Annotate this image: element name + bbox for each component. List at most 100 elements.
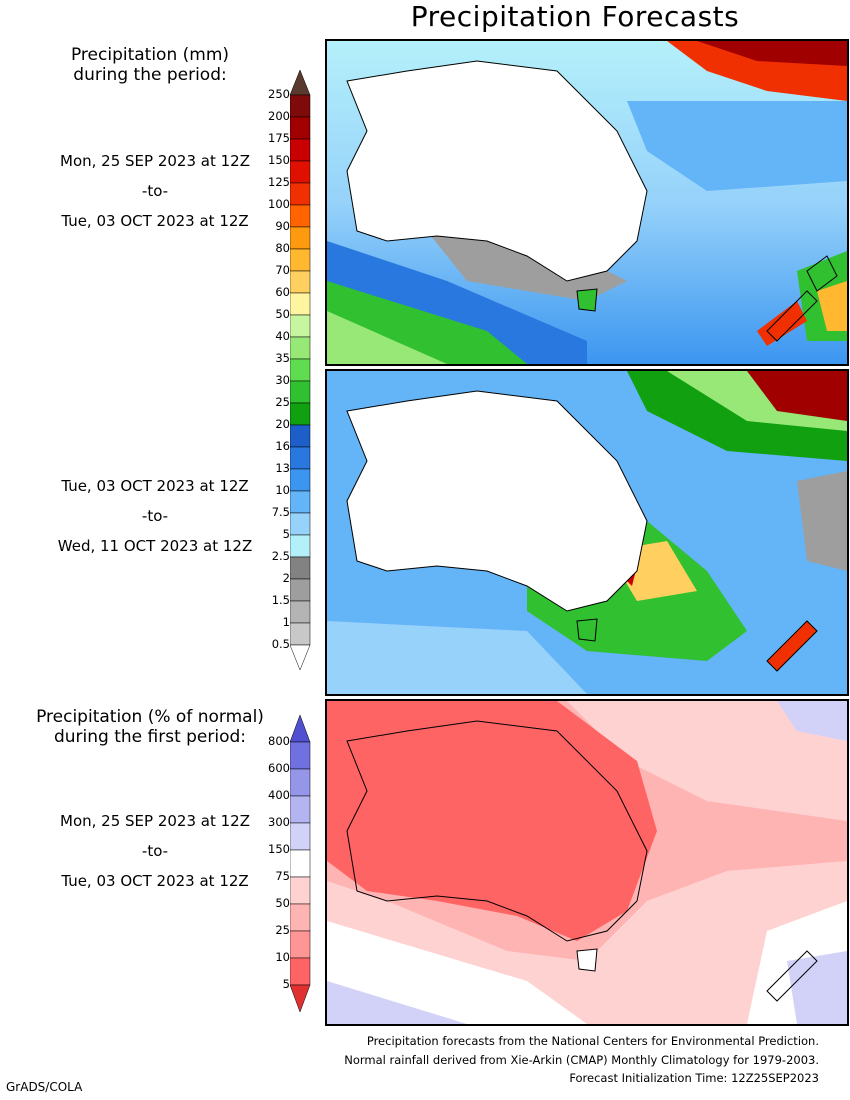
mm-scale-label: 125: [268, 175, 290, 189]
colorbar-segment: [290, 182, 311, 206]
mm-scale-label: 70: [275, 263, 290, 277]
colorbar-segment: [290, 849, 311, 878]
colorbar-segment: [290, 490, 311, 514]
page-title: Precipitation Forecasts: [410, 0, 740, 33]
mm-scale-label: 10: [275, 483, 290, 497]
map-percent-normal: [325, 699, 849, 1026]
map-period2: [325, 369, 849, 696]
colorbar-segment: [290, 534, 311, 558]
mm-scale-label: 40: [275, 329, 290, 343]
map-period1: [325, 39, 849, 366]
colorbar-segment: [290, 226, 311, 250]
mm-scale-label: 2: [282, 571, 290, 585]
footer-line-3: Forecast Initialization Time: 12Z25SEP20…: [569, 1071, 819, 1085]
footer-line-2: Normal rainfall derived from Xie-Arkin (…: [344, 1052, 819, 1067]
mm-scale-label: 35: [275, 351, 290, 365]
mm-scale-label: 1: [282, 615, 290, 629]
colorbar-segment: [290, 160, 311, 184]
period1-start: Mon, 25 SEP 2023 at 12Z: [60, 152, 250, 170]
colorbar-segment: [290, 248, 311, 272]
heading-line-1: Precipitation (% of normal): [36, 707, 264, 727]
colorbar-segment: [290, 903, 311, 932]
mm-scale-label: 2.5: [271, 549, 290, 563]
mm-scale-label: 100: [268, 197, 290, 211]
colorbar-segment: [290, 116, 311, 140]
colorbar-top-tip: [290, 715, 311, 743]
mm-scale-label: 80: [275, 241, 290, 255]
pct-scale-label: 800: [268, 734, 290, 748]
colorbar-top-tip: [290, 70, 311, 96]
credit: GrADS/COLA: [6, 1080, 83, 1094]
colorbar-segment: [290, 741, 311, 770]
colorbar-segment: [290, 336, 311, 360]
colorbar-segment: [290, 204, 311, 228]
colorbar-segment: [290, 94, 311, 118]
period3-start: Mon, 25 SEP 2023 at 12Z: [60, 812, 250, 830]
mm-scale-label: 16: [275, 439, 290, 453]
pct-scale-label: 400: [268, 788, 290, 802]
period3-to: -to-: [141, 842, 169, 860]
colorbar-segment: [290, 424, 311, 448]
heading-line-2: during the first period:: [53, 727, 247, 747]
pct-scale-label: 10: [275, 950, 290, 964]
colorbar-segment: [290, 622, 311, 646]
mm-scale-label: 50: [275, 307, 290, 321]
colorbar-segment: [290, 556, 311, 580]
colorbar-segment: [290, 578, 311, 602]
colorbar-segment: [290, 930, 311, 959]
colorbar-segment: [290, 468, 311, 492]
mm-scale-label: 200: [268, 109, 290, 123]
mm-scale-label: 150: [268, 153, 290, 167]
pct-scale-label: 150: [268, 842, 290, 856]
mm-scale-label: 175: [268, 131, 290, 145]
colorbar-segment: [290, 795, 311, 824]
colorbar-segment: [290, 446, 311, 470]
colorbar-segment: [290, 600, 311, 624]
colorbar-segment: [290, 380, 311, 404]
pct-scale-label: 5: [282, 977, 290, 991]
colorbar-segment: [290, 957, 311, 986]
colorbar-segment: [290, 138, 311, 162]
mm-scale-label: 30: [275, 373, 290, 387]
pct-scale-label: 600: [268, 761, 290, 775]
colorbar-bottom-tip: [290, 984, 311, 1013]
mm-scale-label: 20: [275, 417, 290, 431]
period3-end: Tue, 03 OCT 2023 at 12Z: [61, 872, 249, 890]
footer: Precipitation forecasts from the Nationa…: [219, 1032, 819, 1088]
mm-scale-label: 60: [275, 285, 290, 299]
period1-to: -to-: [141, 182, 169, 200]
pct-colorbar: [290, 715, 311, 1013]
pct-scale-label: 25: [275, 923, 290, 937]
colorbar-segment: [290, 292, 311, 316]
mm-scale-label: 250: [268, 87, 290, 101]
mm-scale-label: 0.5: [271, 637, 290, 651]
heading-line-1: Precipitation (mm): [70, 45, 230, 65]
heading-line-2: during the period:: [73, 65, 227, 85]
period2-to: -to-: [141, 507, 169, 525]
period2-end: Wed, 11 OCT 2023 at 12Z: [57, 537, 253, 555]
colorbar-segment: [290, 402, 311, 426]
period1-end: Tue, 03 OCT 2023 at 12Z: [61, 212, 249, 230]
colorbar-segment: [290, 768, 311, 797]
mm-colorbar: [290, 70, 311, 670]
pct-scale-label: 75: [275, 869, 290, 883]
mm-scale-label: 90: [275, 219, 290, 233]
mm-scale-label: 1.5: [271, 593, 290, 607]
colorbar-segment: [290, 822, 311, 851]
pct-scale-label: 300: [268, 815, 290, 829]
precip-mm-heading: Precipitation (mm) during the period:: [30, 45, 270, 85]
mm-scale-label: 13: [275, 461, 290, 475]
colorbar-segment: [290, 314, 311, 338]
mm-scale-label: 5: [282, 527, 290, 541]
colorbar-segment: [290, 876, 311, 905]
precip-pct-heading: Precipitation (% of normal) during the f…: [5, 707, 295, 747]
colorbar-segment: [290, 270, 311, 294]
pct-scale-label: 50: [275, 896, 290, 910]
mm-scale-label: 25: [275, 395, 290, 409]
footer-line-1: Precipitation forecasts from the Nationa…: [366, 1034, 819, 1048]
colorbar-segment: [290, 512, 311, 536]
period2-start: Tue, 03 OCT 2023 at 12Z: [61, 477, 249, 495]
mm-scale-label: 7.5: [271, 505, 290, 519]
colorbar-bottom-tip: [290, 644, 311, 670]
colorbar-segment: [290, 358, 311, 382]
